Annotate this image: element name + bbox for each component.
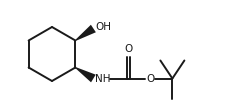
- Polygon shape: [75, 67, 96, 82]
- Polygon shape: [75, 25, 96, 41]
- Text: O: O: [146, 74, 154, 83]
- Text: OH: OH: [96, 22, 112, 33]
- Text: NH: NH: [96, 74, 111, 83]
- Text: O: O: [124, 44, 132, 53]
